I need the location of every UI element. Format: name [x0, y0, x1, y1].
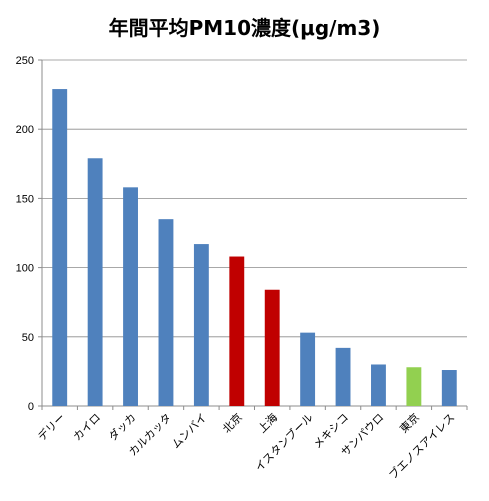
bar [52, 89, 68, 407]
category-label: ブエノスアイレス [386, 410, 458, 482]
bar [335, 347, 351, 406]
y-tick-label: 50 [22, 332, 34, 344]
bar [300, 332, 316, 406]
bar [264, 289, 280, 406]
bar [193, 244, 209, 406]
category-label: 東京 [397, 410, 422, 435]
category-label: デリー [35, 410, 68, 443]
bar [229, 256, 245, 406]
bar [158, 219, 174, 406]
category-label: ダッカ [105, 410, 138, 443]
y-tick-label: 200 [16, 124, 34, 136]
category-label: ムンバイ [169, 411, 209, 451]
chart-title: 年間平均PM10濃度(μg/m3) [108, 16, 381, 40]
category-label: カイロ [71, 411, 104, 444]
gridlines [42, 59, 467, 338]
y-tick-label: 250 [16, 55, 34, 67]
bar [406, 367, 422, 406]
bar [87, 158, 103, 406]
y-tick-label: 0 [28, 401, 34, 413]
bar [123, 187, 138, 406]
y-tick-label: 100 [16, 263, 34, 275]
category-label: 上海 [255, 410, 280, 435]
bar [371, 364, 386, 406]
bars [52, 89, 457, 407]
axes: 0 50 100 150 200 250 [16, 55, 468, 413]
y-tick-label: 150 [16, 193, 34, 205]
bar [441, 370, 457, 406]
category-label: 北京 [219, 410, 244, 435]
